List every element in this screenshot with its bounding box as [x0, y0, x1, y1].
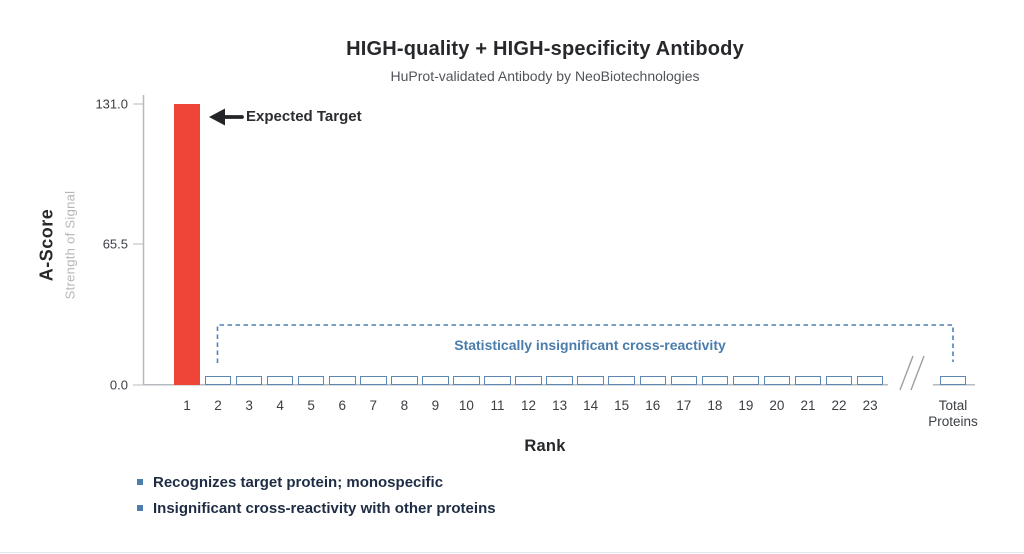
- expected-target-annotation: Expected Target: [246, 108, 362, 125]
- chart-title: HIGH-quality + HIGH-specificity Antibody: [346, 38, 744, 60]
- bar-16: [639, 375, 666, 385]
- chart-subtitle: HuProt-validated Antibody by NeoBiotechn…: [390, 68, 700, 84]
- bar-21: [794, 375, 822, 385]
- bar-12: [515, 375, 542, 385]
- x-tick-label-13: 13: [552, 398, 568, 413]
- x-tick-label-11: 11: [490, 398, 505, 413]
- x-tick-label-total-proteins: Total Proteins: [928, 398, 978, 429]
- axis-break-icon: [899, 355, 925, 391]
- x-tick-label-1: 1: [183, 398, 191, 413]
- square-bullet-icon: [137, 479, 143, 485]
- bar-15: [608, 375, 635, 385]
- y-tick-mark: [133, 103, 143, 104]
- x-tick-label-22: 22: [831, 398, 847, 413]
- x-tick-label-16: 16: [645, 398, 661, 413]
- y-tick-label-0.0: 0.0: [109, 377, 128, 392]
- x-tick-label-21: 21: [800, 398, 816, 413]
- bar-19: [732, 375, 760, 385]
- bar-total-proteins: [939, 375, 967, 385]
- x-tick-label-4: 4: [276, 398, 284, 413]
- bar-1: [173, 103, 201, 385]
- bar-18: [701, 375, 729, 385]
- bar-14: [577, 375, 604, 385]
- legend-item-label: Insignificant cross-reactivity with othe…: [153, 500, 496, 517]
- bar-9: [422, 375, 449, 385]
- y-axis-title: A-Score: [36, 208, 57, 282]
- left-arrow-head: [209, 108, 225, 126]
- x-tick-label-23: 23: [862, 398, 878, 413]
- x-tick-label-15: 15: [614, 398, 630, 413]
- x-tick-label-14: 14: [583, 398, 599, 413]
- y-tick-mark: [133, 243, 143, 245]
- y-tick-label-65.5: 65.5: [102, 236, 128, 252]
- x-axis-title: Rank: [524, 437, 566, 455]
- bar-22: [825, 375, 853, 385]
- y-tick-label-131.0: 131.0: [95, 96, 128, 111]
- x-tick-label-19: 19: [738, 398, 754, 413]
- x-tick-label-2: 2: [214, 398, 222, 413]
- bar-13: [546, 375, 573, 385]
- chart-legend: Recognizes target protein; monospecific I…: [137, 474, 496, 526]
- bar-8: [391, 375, 418, 385]
- left-arrow-icon: [209, 108, 244, 126]
- legend-item-label: Recognizes target protein; monospecific: [153, 474, 444, 491]
- bar-2: [204, 375, 232, 385]
- x-tick-label-6: 6: [338, 398, 346, 413]
- x-tick-label-20: 20: [769, 398, 785, 413]
- legend-item-1: Recognizes target protein; monospecific: [137, 474, 496, 491]
- bar-7: [360, 375, 387, 385]
- x-tick-label-5: 5: [307, 398, 315, 413]
- x-tick-label-12: 12: [521, 398, 537, 413]
- bar-5: [297, 375, 325, 385]
- y-tick-mark: [133, 384, 143, 385]
- x-tick-label-17: 17: [676, 398, 692, 413]
- bar-10: [453, 375, 480, 385]
- x-tick-label-8: 8: [400, 398, 409, 413]
- bottom-divider: [0, 552, 1024, 553]
- axis-break-slash-2: [910, 355, 925, 391]
- x-tick-label-18: 18: [707, 398, 723, 413]
- x-tick-label-7: 7: [369, 398, 378, 413]
- x-tick-label-9: 9: [431, 398, 440, 413]
- bar-20: [763, 375, 791, 385]
- cross-reactivity-annotation: Statistically insignificant cross-reacti…: [454, 337, 726, 353]
- x-tick-label-10: 10: [458, 398, 474, 413]
- axis-break-slash-1: [899, 355, 914, 391]
- bar-11: [484, 375, 511, 385]
- bar-3: [235, 375, 263, 385]
- bar-4: [266, 375, 294, 385]
- bar-6: [329, 375, 356, 385]
- x-tick-label-3: 3: [245, 398, 253, 413]
- bar-17: [670, 375, 698, 385]
- legend-item-2: Insignificant cross-reactivity with othe…: [137, 500, 496, 517]
- square-bullet-icon: [137, 505, 143, 511]
- bar-23: [856, 375, 884, 385]
